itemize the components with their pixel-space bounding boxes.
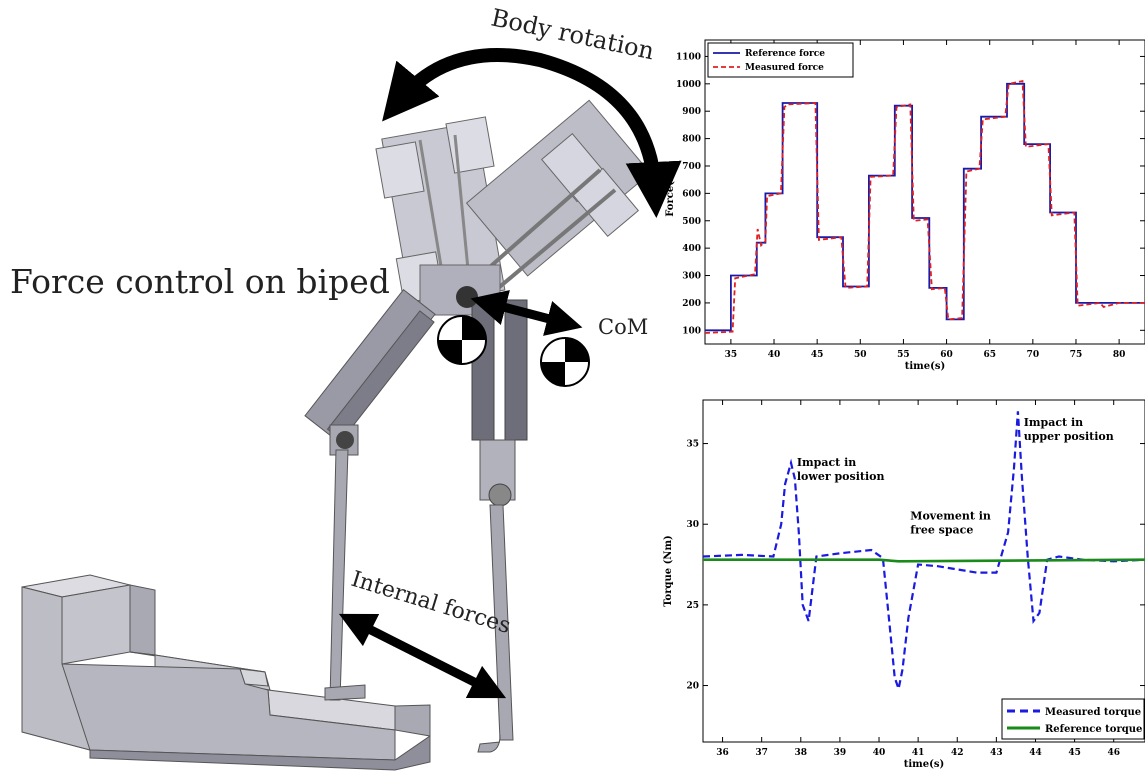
x-tick-label: 60 — [940, 350, 953, 360]
com-marker-2 — [540, 337, 590, 387]
staircase-block — [21, 574, 431, 771]
plot-frame — [702, 399, 1145, 743]
y-tick-label: 400 — [682, 244, 701, 254]
x-tick-label: 41 — [912, 748, 925, 758]
y-tick-label: 300 — [682, 272, 701, 282]
x-tick-label: 65 — [983, 350, 996, 360]
internal-forces-arrow — [338, 613, 507, 699]
x-tick-label: 80 — [1113, 350, 1126, 360]
annotation-1-line-2: lower position — [797, 470, 885, 483]
x-tick-label: 37 — [755, 748, 768, 758]
y-tick-label: 1100 — [676, 52, 701, 62]
body-rotation-arrow — [382, 48, 682, 218]
x-tick-label: 42 — [951, 748, 964, 758]
y-tick-label: 800 — [682, 135, 701, 145]
y-tick-label: 700 — [682, 162, 701, 172]
y-axis-label: Torque (Nm) — [663, 535, 674, 607]
legend-label-reference-torque: Reference torque — [1045, 724, 1142, 735]
figure-title: Force control on biped — [10, 262, 390, 301]
y-tick-label: 200 — [682, 299, 701, 309]
x-tick-label: 36 — [716, 748, 729, 758]
x-tick-label: 75 — [1070, 350, 1083, 360]
annotation-2-line-1: Movement in — [910, 509, 991, 522]
x-axis-label: time(s) — [904, 759, 944, 770]
x-tick-label: 50 — [854, 350, 867, 360]
x-tick-label: 46 — [1107, 748, 1120, 758]
legend-box — [1001, 698, 1145, 740]
com-arrow — [470, 290, 583, 336]
y-tick-label: 600 — [682, 189, 701, 199]
x-tick-label: 35 — [725, 350, 738, 360]
y-tick-label: 30 — [686, 520, 699, 530]
x-tick-label: 39 — [834, 748, 847, 758]
x-tick-label: 40 — [873, 748, 886, 758]
x-tick-label: 55 — [897, 350, 910, 360]
y-tick-label: 35 — [686, 440, 699, 450]
hip-joint — [456, 286, 478, 308]
y-tick-label: 900 — [682, 107, 701, 117]
torque-chart: 20 25 30 35 36 37 38 39 40 41 42 43 44 45 46 time(s) Tor… — [655, 395, 1145, 776]
biped-illustration: Body rotation CoM Internal forces Force … — [10, 3, 682, 771]
annotation-3-line-2: upper position — [1024, 430, 1114, 443]
x-tick-label: 45 — [1068, 748, 1081, 758]
legend-label-measured-torque: Measured torque — [1045, 707, 1141, 718]
robot-legs — [304, 288, 528, 753]
y-tick-label: 100 — [682, 326, 701, 336]
x-tick-label: 45 — [811, 350, 824, 360]
series-line-measured-torque — [703, 411, 1145, 693]
torque-chart-svg: 20 25 30 35 36 37 38 39 40 41 42 43 44 45 46 time(s) Tor… — [663, 399, 1145, 770]
legend-label-reference-force: Reference force — [745, 49, 825, 59]
y-tick-label: 25 — [686, 601, 699, 611]
x-tick-label: 70 — [1027, 350, 1040, 360]
com-marker-1 — [437, 315, 487, 365]
x-axis-label: time(s) — [905, 361, 945, 372]
annotation-1-line-1: Impact in — [797, 456, 856, 469]
com-label: CoM — [598, 315, 648, 339]
series-line-reference-torque — [703, 558, 1145, 563]
x-tick-label: 40 — [768, 350, 781, 360]
robot-body — [375, 99, 651, 316]
y-axis-label: Force(N) — [665, 167, 676, 217]
force-chart: 100 200 300 400 500 600 700 800 900 1000 1100 35 40 4… — [655, 24, 1145, 384]
x-tick-label: 43 — [990, 748, 1003, 758]
x-tick-label: 44 — [1029, 748, 1042, 758]
legend-label-measured-force: Measured force — [745, 63, 824, 73]
legend-box — [707, 42, 854, 78]
annotation-3-line-1: Impact in — [1024, 416, 1083, 429]
series-line-measured-force — [705, 80, 1145, 334]
x-tick-label: 38 — [795, 748, 808, 758]
biped-drawing: Body rotation CoM Internal forces — [21, 3, 682, 771]
plot-frame — [704, 39, 1145, 345]
annotation-2-line-2: free space — [910, 523, 973, 536]
force-chart-svg: 100 200 300 400 500 600 700 800 900 1000 1100 35 40 4… — [665, 39, 1145, 372]
y-tick-label: 1000 — [676, 80, 701, 90]
y-tick-label: 500 — [682, 217, 701, 227]
y-tick-label: 20 — [686, 682, 699, 692]
